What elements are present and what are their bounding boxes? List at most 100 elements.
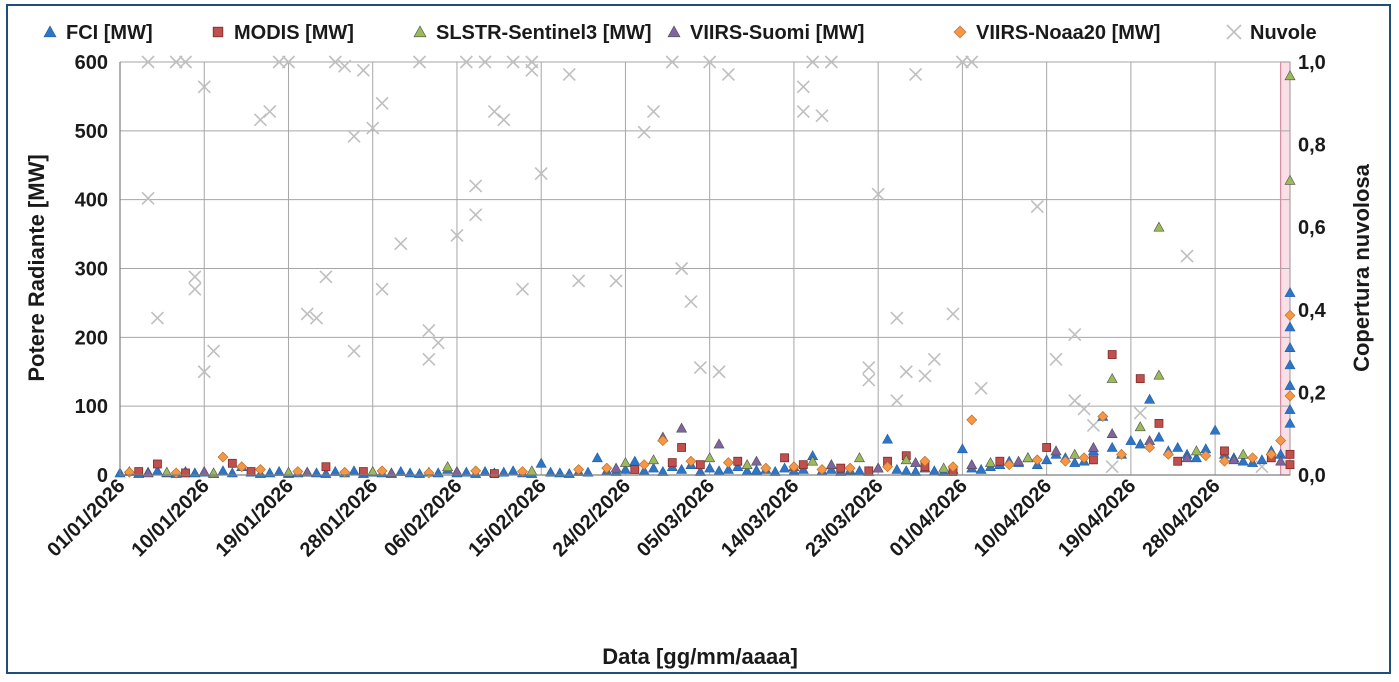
data-point <box>422 352 436 366</box>
data-point <box>328 55 342 69</box>
data-point <box>1265 448 1277 460</box>
data-point <box>1133 406 1147 420</box>
data-point <box>1181 452 1193 463</box>
data-point <box>955 55 969 69</box>
y-tick-label: 400 <box>75 190 108 212</box>
data-point <box>281 55 296 69</box>
legend-label: VIIRS-Noaa20 [MW] <box>976 22 1160 44</box>
data-point <box>572 274 586 288</box>
data-point <box>356 63 370 77</box>
data-point <box>676 422 688 433</box>
data-point <box>741 459 753 469</box>
data-point <box>309 311 324 325</box>
data-point <box>601 462 613 474</box>
y-tick-label: 200 <box>75 327 108 349</box>
data-point <box>469 208 483 222</box>
data-points <box>114 55 1296 479</box>
data-point <box>721 67 735 81</box>
data-point <box>338 59 352 73</box>
data-point <box>217 451 229 463</box>
data-point <box>806 55 820 69</box>
y2-tick-label: 0,8 <box>1298 135 1326 157</box>
x-tick-label: 10/01/2026 <box>127 475 213 561</box>
data-point <box>236 461 248 473</box>
data-point <box>1134 438 1146 449</box>
data-point <box>1209 424 1221 435</box>
data-point <box>1190 445 1202 456</box>
data-point <box>1285 449 1295 459</box>
data-point <box>1042 443 1052 452</box>
y-tick-label: 300 <box>75 259 108 281</box>
data-point <box>844 462 856 474</box>
data-point <box>984 456 996 467</box>
data-point <box>263 104 277 119</box>
data-point <box>890 311 904 325</box>
data-point <box>227 458 237 468</box>
data-point <box>1105 460 1119 474</box>
data-point <box>995 456 1005 466</box>
data-point <box>882 461 893 473</box>
data-point <box>1162 448 1174 460</box>
data-point <box>153 459 162 469</box>
data-point <box>648 454 660 465</box>
data-point <box>366 121 380 135</box>
x-tick-label: 24/02/2026 <box>549 475 635 561</box>
data-point <box>966 459 978 469</box>
data-point <box>459 55 473 69</box>
data-point <box>712 365 726 379</box>
data-point <box>780 453 789 463</box>
data-point <box>1097 411 1109 422</box>
data-point <box>450 228 464 243</box>
data-point <box>1284 417 1296 428</box>
data-point <box>938 462 950 473</box>
legend-marker <box>1226 24 1242 40</box>
data-point <box>1106 373 1118 383</box>
data-point <box>1068 328 1082 342</box>
data-point <box>321 462 331 472</box>
data-point <box>1106 428 1118 439</box>
data-point <box>693 361 707 375</box>
x-tick-label: 19/01/2026 <box>212 475 298 561</box>
data-point <box>478 55 492 69</box>
data-point <box>836 463 846 473</box>
data-point <box>862 373 876 387</box>
data-point <box>1030 199 1044 214</box>
data-point <box>713 438 725 449</box>
data-point <box>667 458 677 468</box>
data-point <box>1003 459 1015 471</box>
y2-tick-label: 0,0 <box>1298 465 1326 487</box>
data-point <box>1284 342 1296 352</box>
data-point <box>630 465 640 474</box>
data-point <box>1237 455 1249 466</box>
data-point <box>677 443 686 452</box>
data-point <box>178 55 193 69</box>
data-point <box>676 463 688 474</box>
data-point <box>1172 441 1184 452</box>
x-tick-label: 15/02/2026 <box>464 475 550 561</box>
data-point <box>375 96 389 110</box>
data-point <box>609 274 623 288</box>
data-point <box>648 462 660 473</box>
data-point <box>1284 174 1296 185</box>
data-point <box>788 461 800 473</box>
data-point <box>657 435 669 447</box>
legend-marker <box>43 25 57 38</box>
data-point <box>1285 460 1295 470</box>
data-point <box>181 468 190 478</box>
data-point <box>1220 446 1229 456</box>
data-point <box>1087 441 1099 452</box>
data-point <box>319 270 333 284</box>
data-point <box>722 457 734 469</box>
y2-tick-label: 0,2 <box>1298 382 1326 404</box>
legend-marker <box>953 25 967 39</box>
series-4 <box>123 309 1296 479</box>
x-tick-label: 01/01/2026 <box>43 475 129 561</box>
data-point <box>1107 350 1117 359</box>
series-2 <box>161 70 1296 478</box>
data-point <box>732 461 744 472</box>
legend-marker <box>212 26 224 38</box>
data-point <box>246 467 256 476</box>
data-point <box>890 394 904 408</box>
y2-tick-label: 0,4 <box>1298 300 1327 322</box>
